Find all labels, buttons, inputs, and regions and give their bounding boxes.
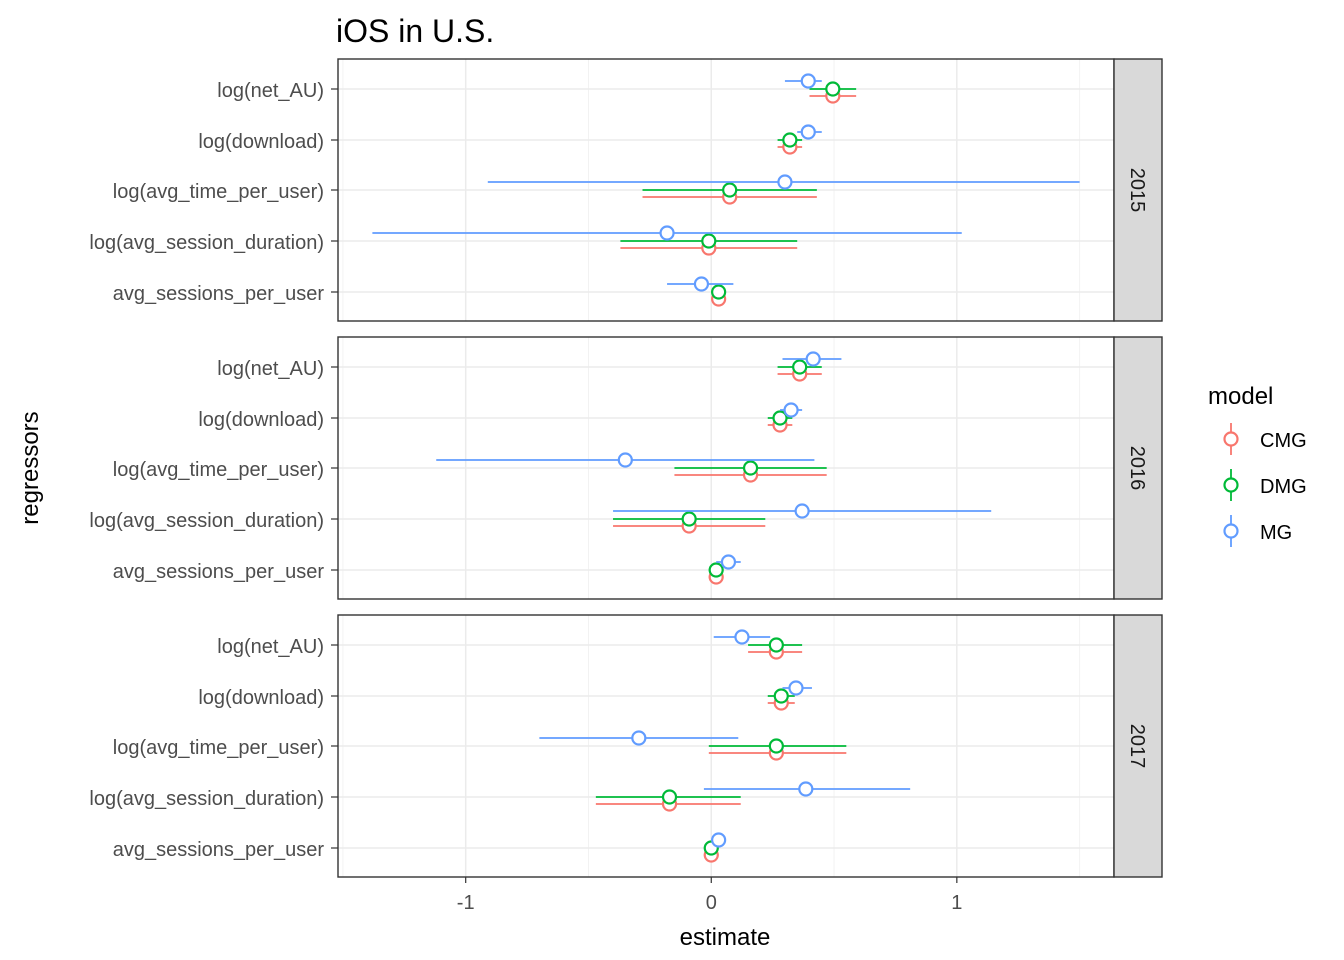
legend-key-point	[1223, 477, 1239, 493]
legend-item-mg: MG	[1223, 515, 1292, 547]
point-mg	[617, 452, 633, 468]
y-tick-label: log(avg_time_per_user)	[113, 737, 324, 759]
point-dmg	[792, 359, 808, 375]
point-dmg	[742, 460, 759, 476]
y-axis-title: regressors	[17, 411, 44, 524]
y-tick-label: avg_sessions_per_user	[113, 839, 325, 861]
facet-strip-label: 2017	[1126, 724, 1148, 769]
y-tick-label: log(download)	[198, 131, 324, 153]
y-tick-label: log(avg_session_duration)	[89, 232, 324, 254]
chart-title: iOS in U.S.	[336, 13, 494, 49]
point-mg	[693, 276, 710, 292]
point-dmg	[701, 233, 717, 249]
x-tick-label: 1	[951, 892, 962, 914]
y-tick-label: log(download)	[198, 409, 324, 431]
y-tick-label: log(avg_session_duration)	[89, 510, 324, 532]
legend-key-point	[1223, 431, 1239, 447]
point-mg	[798, 781, 814, 797]
y-tick-label: log(avg_time_per_user)	[113, 181, 324, 203]
legend-title: model	[1208, 383, 1273, 410]
facet-strip-label: 2016	[1126, 446, 1148, 491]
point-mg	[788, 680, 804, 696]
panel-2015: log(net_AU) log(download) log(avg_time_per…	[89, 58, 1163, 322]
facet-strip	[1113, 58, 1163, 322]
x-tick-label: -1	[457, 892, 475, 914]
y-tick-label: avg_sessions_per_user	[113, 283, 325, 305]
point-mg	[805, 351, 821, 367]
point-dmg	[773, 688, 789, 704]
legend-item-dmg: DMG	[1223, 469, 1307, 501]
point-dmg	[768, 637, 784, 653]
point-dmg	[722, 182, 738, 198]
legend-key-point	[1223, 523, 1239, 539]
point-dmg	[661, 789, 678, 805]
point-mg	[631, 730, 647, 746]
point-dmg	[768, 738, 784, 754]
y-tick-label: avg_sessions_per_user	[113, 561, 325, 583]
point-dmg	[825, 81, 841, 97]
legend-label: CMG	[1260, 430, 1307, 452]
point-mg	[659, 225, 675, 241]
x-axis: -1 0 1	[457, 877, 962, 914]
point-mg	[800, 73, 816, 89]
y-tick-label: log(net_AU)	[217, 636, 324, 658]
point-mg	[720, 554, 737, 570]
point-dmg	[772, 410, 788, 426]
x-axis-title: estimate	[680, 924, 771, 951]
panels-layer: log(net_AU) log(download) log(avg_time_per…	[89, 58, 1163, 878]
legend-label: DMG	[1260, 476, 1307, 498]
point-mg	[800, 124, 816, 140]
point-dmg	[681, 511, 697, 527]
point-mg	[711, 832, 727, 848]
x-tick-label: 0	[706, 892, 717, 914]
panel-2017: log(net_AU) log(download) log(avg_time_per…	[89, 614, 1163, 878]
point-mg	[734, 629, 750, 645]
y-tick-label: log(net_AU)	[217, 358, 324, 380]
point-mg	[794, 503, 810, 519]
point-dmg	[708, 562, 724, 578]
facet-strip	[1113, 614, 1163, 878]
y-tick-label: log(net_AU)	[217, 80, 324, 102]
point-mg	[783, 402, 799, 418]
y-tick-label: log(download)	[198, 687, 324, 709]
facet-strip-label: 2015	[1126, 168, 1148, 213]
legend: model CMG DMG MG	[1208, 383, 1307, 547]
legend-label: MG	[1260, 522, 1292, 544]
y-tick-label: log(avg_session_duration)	[89, 788, 324, 810]
point-dmg	[711, 284, 727, 300]
y-tick-label: log(avg_time_per_user)	[113, 459, 324, 481]
point-dmg	[782, 132, 798, 148]
legend-item-cmg: CMG	[1223, 423, 1307, 455]
facet-strip	[1113, 336, 1163, 600]
panel-2016: log(net_AU) log(download) log(avg_time_per…	[89, 336, 1163, 600]
point-mg	[777, 174, 793, 190]
